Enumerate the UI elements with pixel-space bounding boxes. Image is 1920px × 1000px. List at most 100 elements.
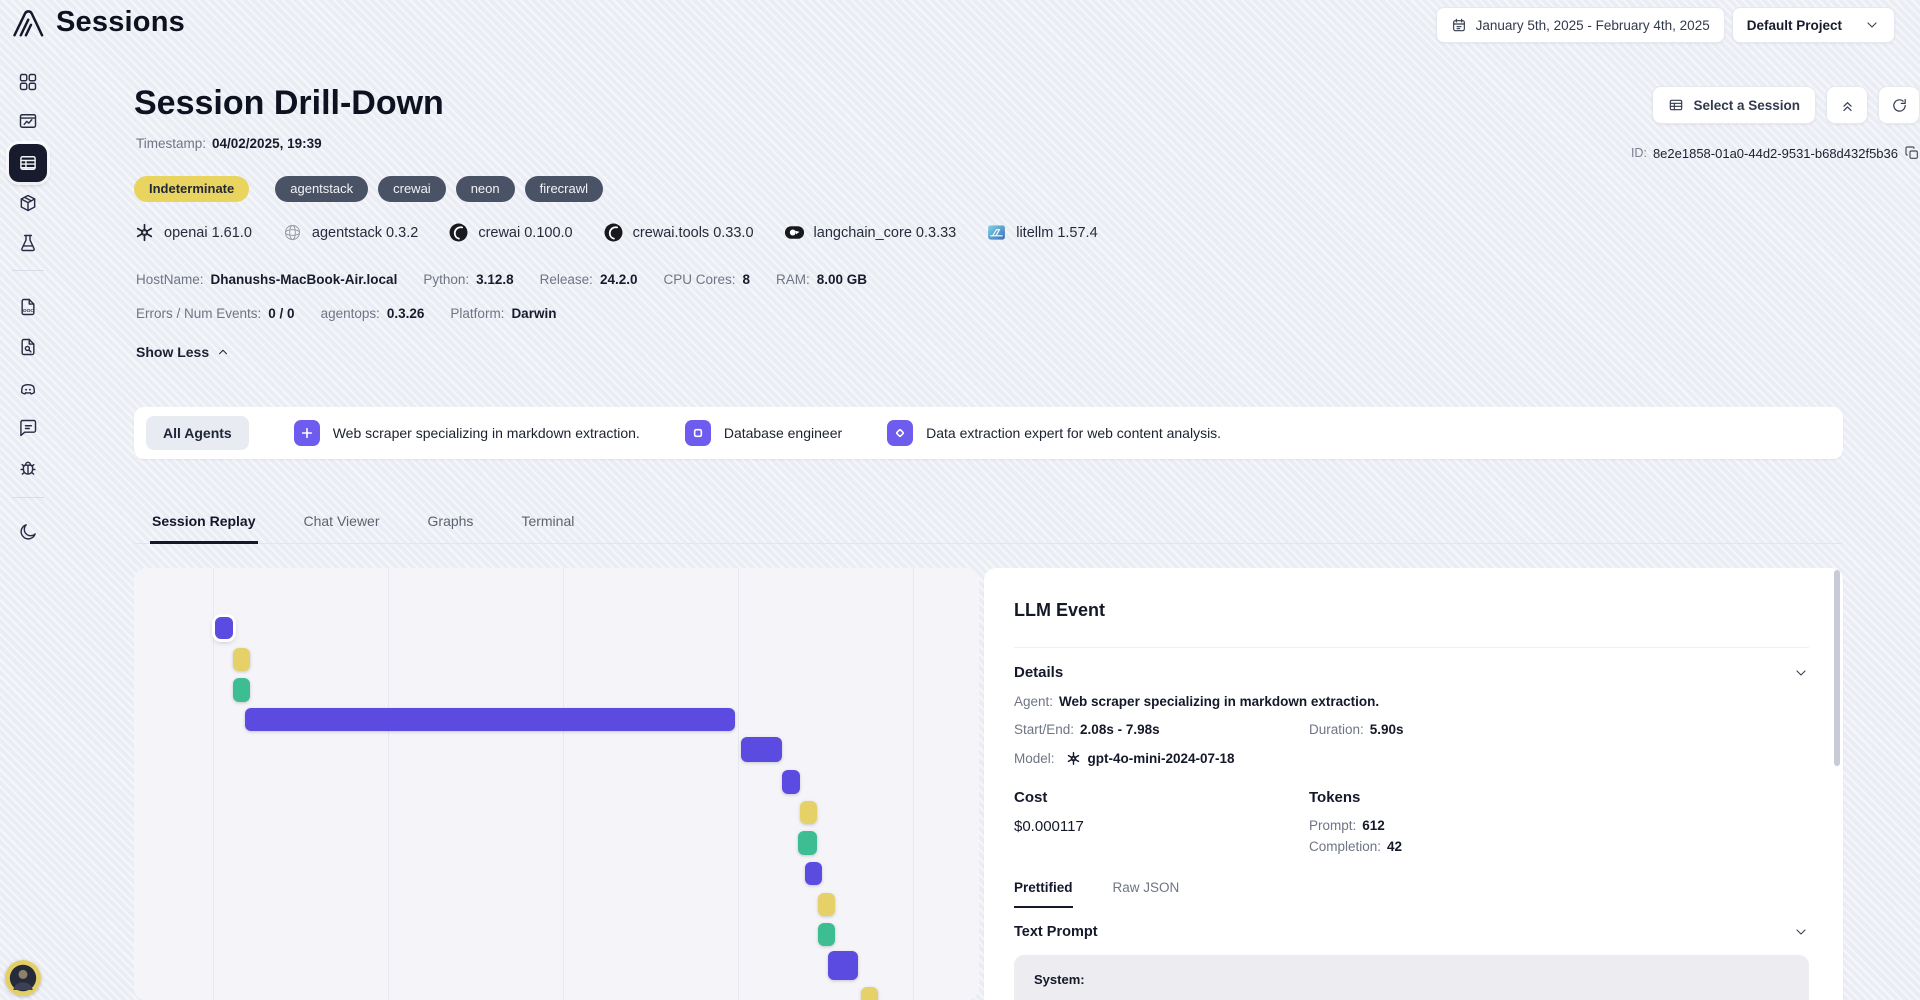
all-agents-button[interactable]: All Agents [146, 416, 249, 450]
host-info-row-1: HostName: Dhanushs-MacBook-Air.local Pytho… [136, 272, 867, 287]
completion-label: Completion: [1309, 839, 1382, 854]
sidebar-item-flask[interactable] [18, 233, 38, 253]
package-item: openai 1.61.0 [134, 222, 252, 243]
host-info-row-2: Errors / Num Events: 0 / 0 agentops: 0.3.26… [136, 306, 556, 321]
package-label: openai 1.61.0 [164, 224, 252, 241]
agent-label: Web scraper specializing in markdown ext… [332, 425, 640, 441]
collapse-header-button[interactable] [1826, 86, 1868, 124]
sidebar-item-table[interactable] [9, 144, 47, 182]
sidebar-item-bug[interactable] [18, 458, 38, 478]
system-prompt-box: System: You are Web scraper specializing… [1014, 955, 1809, 1000]
tab-session-replay[interactable]: Session Replay [150, 507, 258, 544]
gantt-event-bar[interactable] [805, 862, 822, 885]
view-tab-prettified[interactable]: Prettified [1014, 880, 1073, 908]
refresh-button[interactable] [1878, 86, 1920, 124]
host-info-pair: Release: 24.2.0 [539, 272, 638, 287]
timestamp-value: 04/02/2025, 19:39 [212, 136, 322, 151]
package-label: crewai 0.100.0 [478, 224, 573, 241]
completion-value: 42 [1387, 839, 1403, 854]
sidebar-item-grid[interactable] [18, 72, 38, 92]
moon-icon [20, 524, 36, 540]
prompt-value: 612 [1362, 818, 1385, 833]
gantt-event-bar[interactable] [233, 678, 250, 702]
gantt-event-bar[interactable] [818, 893, 835, 916]
duration-label: Duration: [1309, 722, 1364, 737]
sidebar-item-message[interactable] [18, 418, 38, 438]
session-tag: firecrawl [524, 176, 604, 203]
select-session-button[interactable]: Select a Session [1652, 86, 1816, 124]
gantt-event-bar[interactable] [818, 923, 835, 946]
system-text: You are Web scraper specializing in mark… [1034, 996, 1789, 1000]
agent-value: Web scraper specializing in markdown ext… [1059, 694, 1380, 709]
agent-label: Database engineer [723, 425, 843, 441]
agent-square-icon [684, 420, 711, 446]
package-versions-row: openai 1.61.0 agentstack 0.3.2 crewai 0.10… [134, 222, 1098, 243]
sidebar-item-window-chart[interactable] [18, 111, 38, 131]
panel-scrollbar[interactable] [1834, 570, 1840, 766]
crewai-icon [604, 223, 623, 242]
cost-header: Cost [1014, 789, 1048, 806]
gantt-event-bar[interactable] [828, 951, 858, 980]
sidebar-item-file-doc[interactable]: DOC [18, 297, 38, 317]
project-label: Default Project [1746, 17, 1842, 33]
grid-icon [19, 73, 37, 91]
agent-filter-item[interactable]: Data extraction expert for web content a… [887, 420, 1221, 446]
agent-filter-item[interactable]: Database engineer [684, 420, 843, 446]
sidebar-item-file-search[interactable] [18, 337, 38, 357]
agentops-logo-icon [13, 10, 44, 37]
agent-label: Data extraction expert for web content a… [926, 425, 1222, 441]
show-less-label: Show Less [136, 344, 210, 360]
copy-icon[interactable] [1904, 145, 1920, 161]
package-label: langchain_core 0.3.33 [813, 224, 957, 241]
package-label: agentstack 0.3.2 [311, 224, 419, 241]
calendar-icon [1452, 18, 1465, 32]
date-range-picker[interactable]: January 5th, 2025 - February 4th, 2025 [1435, 7, 1725, 43]
event-title: LLM Event [1014, 600, 1106, 620]
sidebar-item-discord[interactable] [18, 379, 38, 399]
chart-gridline [738, 568, 739, 1000]
project-selector[interactable]: Default Project [1731, 7, 1895, 43]
litellm-icon [988, 225, 1006, 240]
gantt-event-bar[interactable] [233, 648, 250, 671]
chevron-down-icon [1796, 929, 1806, 935]
tab-graphs[interactable]: Graphs [427, 513, 474, 529]
agent-label: Agent: [1014, 694, 1054, 709]
session-drilldown-title: Session Drill-Down [134, 84, 444, 122]
tab-terminal[interactable]: Terminal [521, 513, 575, 529]
tab-chat-viewer[interactable]: Chat Viewer [303, 513, 380, 529]
package-item: agentstack 0.3.2 [282, 222, 418, 243]
user-avatar[interactable] [5, 960, 41, 996]
payload-view-tabs: Prettified Raw JSON [1014, 880, 1809, 908]
main-content: Session Drill-Down Timestamp: 04/02/2025,… [56, 48, 1920, 1000]
agent-filter-item[interactable]: Web scraper specializing in markdown ext… [293, 420, 640, 446]
openai-icon [1067, 751, 1079, 766]
startend-value: 2.08s - 7.98s [1080, 722, 1160, 737]
chevron-down-icon [1796, 669, 1806, 676]
cost-value: $0.000117 [1014, 818, 1084, 835]
gantt-event-bar[interactable] [800, 801, 817, 824]
sidebar: DOC [0, 48, 56, 1000]
host-info-pair: RAM: 8.00 GB [776, 272, 868, 287]
view-tab-raw-json[interactable]: Raw JSON [1112, 880, 1180, 895]
gantt-event-bar[interactable] [245, 708, 735, 731]
table-icon [20, 156, 36, 170]
gantt-event-bar[interactable] [861, 987, 878, 1000]
gantt-event-bar[interactable] [741, 737, 782, 762]
date-range-label: January 5th, 2025 - February 4th, 2025 [1475, 17, 1710, 33]
gantt-event-bar[interactable] [782, 770, 800, 794]
session-tag: crewai [378, 176, 446, 203]
details-accordion-header[interactable]: Details [1014, 647, 1809, 681]
package-item: litellm 1.57.4 [986, 222, 1098, 243]
page-title: Sessions [56, 6, 185, 38]
gantt-event-bar[interactable] [798, 831, 817, 855]
sidebar-divider [12, 497, 44, 498]
gantt-event-bar[interactable] [215, 617, 233, 639]
package-icon [20, 194, 36, 212]
package-label: crewai.tools 0.33.0 [632, 224, 754, 241]
sidebar-item-package[interactable] [18, 193, 38, 213]
host-info-pair: CPU Cores: 8 [663, 272, 751, 287]
sidebar-divider [12, 270, 44, 271]
sidebar-item-moon[interactable] [18, 522, 38, 542]
show-less-toggle[interactable]: Show Less [136, 344, 230, 360]
text-prompt-accordion-header[interactable]: Text Prompt [1014, 924, 1809, 940]
